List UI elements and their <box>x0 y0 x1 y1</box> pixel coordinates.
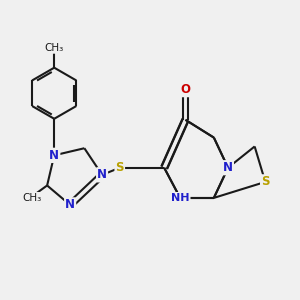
Text: S: S <box>116 161 124 174</box>
Text: CH₃: CH₃ <box>45 43 64 53</box>
Text: NH: NH <box>171 193 189 203</box>
Text: N: N <box>97 168 107 181</box>
Text: S: S <box>261 176 269 188</box>
Text: N: N <box>49 149 59 162</box>
Text: N: N <box>65 199 75 212</box>
Text: N: N <box>65 199 75 212</box>
Text: N: N <box>223 161 233 174</box>
Text: N: N <box>49 149 59 162</box>
Text: S: S <box>116 161 124 174</box>
Text: O: O <box>181 83 190 96</box>
Text: N: N <box>223 161 233 174</box>
Text: NH: NH <box>171 193 189 203</box>
Text: N: N <box>97 168 107 181</box>
Text: N: N <box>49 149 59 162</box>
Text: S: S <box>261 176 269 188</box>
Text: O: O <box>181 83 190 96</box>
Text: CH₃: CH₃ <box>22 193 41 202</box>
